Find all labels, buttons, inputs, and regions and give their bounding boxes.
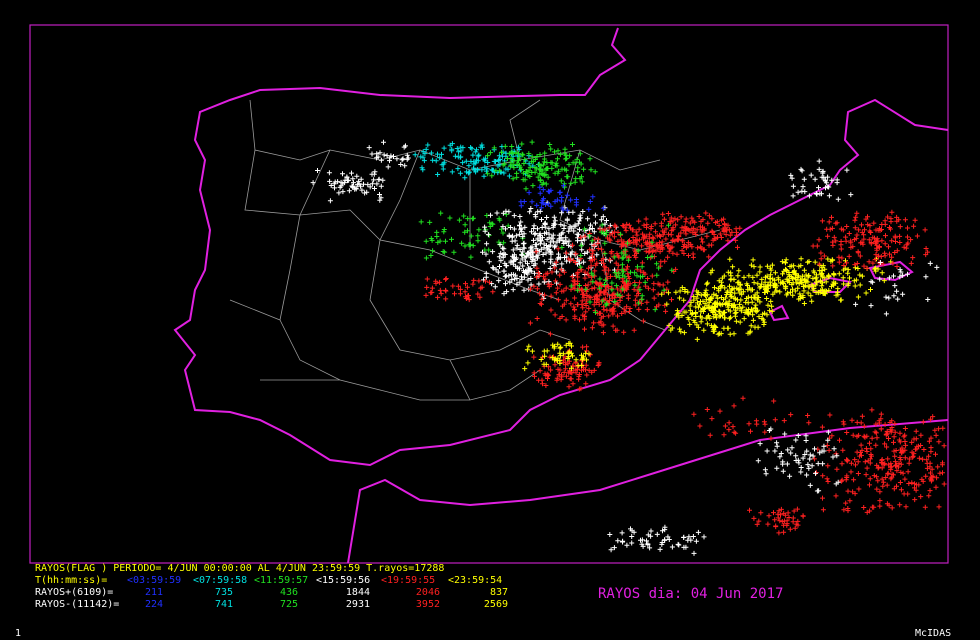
strike-cluster	[366, 139, 411, 170]
negative-count: 3952	[416, 599, 440, 610]
negative-label: RAYOS-(11142)=	[35, 599, 119, 610]
strike-cluster	[691, 395, 825, 441]
footer-right: McIDAS	[915, 628, 951, 639]
time-label: T(hh:mm:ss)=	[35, 575, 107, 586]
strike-cluster	[559, 222, 675, 315]
strike-cluster	[485, 139, 598, 192]
footer-left: 1	[15, 628, 21, 639]
strike-cluster	[659, 276, 776, 342]
strike-cluster	[755, 426, 841, 494]
strike-cluster	[418, 210, 526, 261]
time-interval: <11:59:57	[254, 575, 308, 586]
positive-count: 1844	[346, 587, 370, 598]
africa-coastline	[347, 419, 949, 564]
negative-count: 741	[215, 599, 233, 610]
strike-cluster	[310, 168, 386, 204]
strike-cluster	[518, 183, 606, 213]
strike-cluster	[531, 344, 602, 392]
lightning-strikes	[310, 139, 947, 556]
time-interval: <03:59:59	[127, 575, 181, 586]
negative-count: 224	[145, 599, 163, 610]
negative-count: 2931	[346, 599, 370, 610]
header-line: RAYOS(FLAG ) PERIODO= 4/JUN 00:00:00 AL …	[35, 563, 444, 574]
time-interval: <23:59:54	[448, 575, 502, 586]
positive-count: 735	[215, 587, 233, 598]
positive-count: 436	[280, 587, 298, 598]
positive-count: 837	[490, 587, 508, 598]
strike-cluster	[660, 210, 743, 253]
strike-cluster	[607, 524, 707, 556]
strike-cluster	[811, 407, 947, 515]
iberia-coastline	[173, 27, 949, 467]
time-interval: <07:59:58	[193, 575, 247, 586]
positive-label: RAYOS+(6109)=	[35, 587, 113, 598]
strike-cluster	[527, 240, 679, 337]
positive-count: 2046	[416, 587, 440, 598]
frame	[29, 24, 949, 564]
strike-cluster	[747, 506, 806, 536]
strike-cluster	[853, 260, 940, 317]
negative-count: 725	[280, 599, 298, 610]
negative-count: 2569	[484, 599, 508, 610]
positive-count: 211	[145, 587, 163, 598]
map-title: RAYOS dia: 04 Jun 2017	[598, 586, 783, 602]
strike-cluster	[810, 209, 931, 271]
time-interval: <19:59:55	[381, 575, 435, 586]
strike-cluster	[423, 276, 496, 303]
strike-cluster	[481, 238, 560, 301]
strike-cluster	[522, 340, 592, 372]
strike-cluster	[788, 158, 854, 202]
time-interval: <15:59:56	[316, 575, 370, 586]
